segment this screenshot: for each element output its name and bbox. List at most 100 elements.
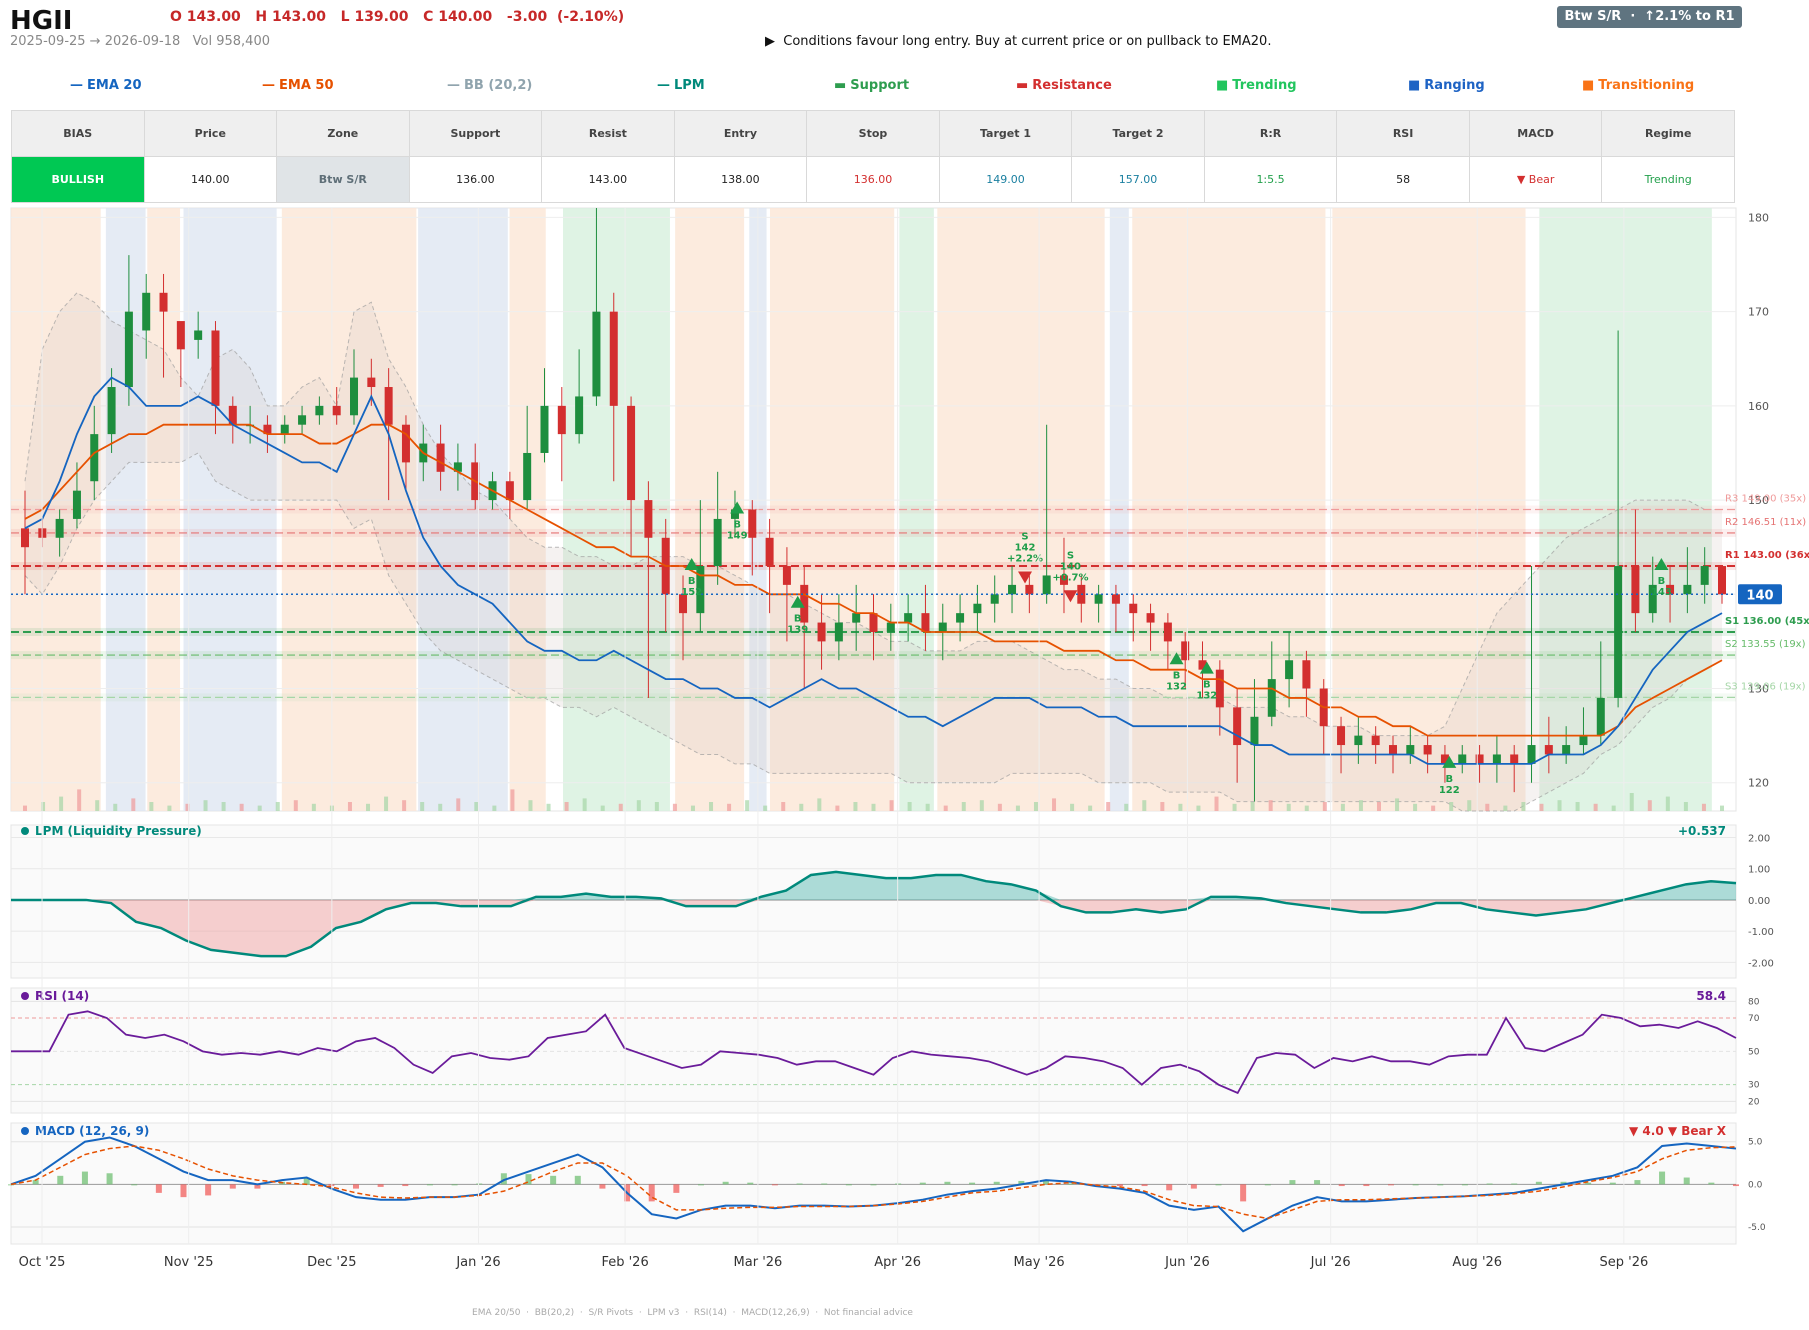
- lpm-tick-label: 0.00: [1748, 896, 1770, 907]
- x-tick-label: Apr '26: [874, 1255, 921, 1270]
- macd-histogram-bar: [673, 1184, 680, 1193]
- volume-bar: [239, 803, 244, 811]
- macd-histogram-bar: [1683, 1177, 1690, 1185]
- candle-body: [1527, 745, 1536, 764]
- volume-bar: [492, 805, 497, 811]
- stat-header-support: Support: [408, 110, 543, 157]
- volume-bar: [1431, 805, 1436, 811]
- volume-bar: [420, 802, 425, 811]
- macd-histogram-bar: [32, 1180, 39, 1185]
- transitioning-square-icon: ■: [1582, 78, 1595, 93]
- macd-histogram-bar: [771, 1184, 778, 1186]
- volume-bar: [907, 802, 912, 811]
- candle-body: [1337, 726, 1346, 746]
- volume-bar: [1124, 803, 1129, 811]
- signal-price: 143: [1651, 587, 1672, 598]
- volume-bar: [1268, 800, 1273, 811]
- candle-body: [505, 481, 514, 501]
- macd-histogram-bar: [550, 1175, 557, 1185]
- volume-bar: [600, 805, 605, 811]
- macd-histogram-bar: [1535, 1181, 1542, 1185]
- candle-body: [627, 405, 636, 501]
- candle-body: [55, 518, 64, 538]
- volume-bar: [979, 800, 984, 811]
- candle-body: [1285, 660, 1294, 680]
- volume-bar: [871, 803, 876, 811]
- trending-square-icon: ■: [1216, 78, 1229, 93]
- macd-histogram-bar: [1363, 1184, 1370, 1187]
- candle-body: [679, 594, 688, 614]
- volume-bar: [817, 798, 822, 811]
- candle-body: [1562, 745, 1571, 755]
- candle-body: [1302, 660, 1311, 689]
- buy-arrow-icon: [790, 595, 805, 608]
- macd-histogram-bar: [1240, 1184, 1247, 1202]
- rsi-dot-icon: [21, 992, 29, 1000]
- volume-bar: [1070, 803, 1075, 811]
- price-tick-label: 180: [1748, 211, 1769, 224]
- volume-bar: [997, 803, 1002, 811]
- x-tick-label: Nov '25: [164, 1255, 214, 1270]
- volume-bar: [1395, 798, 1400, 811]
- candle-body: [194, 330, 203, 340]
- x-tick-label: Dec '25: [307, 1255, 356, 1270]
- signal-price: 132: [1166, 681, 1187, 692]
- price-tick-label: 170: [1748, 306, 1769, 319]
- macd-histogram-bar: [993, 1181, 1000, 1185]
- stat-value-rsi: 58: [1336, 156, 1470, 203]
- volume-bar: [1358, 800, 1363, 811]
- ranging-square-icon: ■: [1408, 78, 1421, 93]
- stat-header-bias: BIAS: [11, 110, 145, 157]
- candle-body: [1544, 745, 1553, 755]
- macd-histogram-bar: [1388, 1184, 1394, 1186]
- x-tick-label: Sep '26: [1600, 1255, 1649, 1270]
- macd-histogram-bar: [8, 1184, 14, 1186]
- candle-body: [730, 509, 739, 519]
- macd-dot-icon: [21, 1127, 29, 1135]
- volume-bar: [1142, 800, 1147, 811]
- macd-tick-label: -5.0: [1748, 1223, 1766, 1233]
- volume-bar: [113, 803, 118, 811]
- candle-body: [575, 396, 584, 435]
- candle-body: [332, 405, 341, 416]
- volume-bar: [203, 800, 208, 811]
- macd-histogram-bar: [870, 1184, 877, 1186]
- stat-value-price: 140.00: [143, 156, 278, 203]
- bb-line-icon: —: [447, 78, 460, 93]
- volume-bar: [690, 805, 695, 811]
- macd-histogram-bar: [796, 1183, 803, 1185]
- volume-bar: [1052, 798, 1057, 811]
- macd-histogram-bar: [205, 1184, 212, 1196]
- candle-body: [350, 377, 359, 416]
- macd-histogram-bar: [1733, 1184, 1739, 1187]
- macd-histogram-bar: [525, 1174, 532, 1185]
- volume-bar: [1485, 803, 1490, 811]
- stat-value-resist: 143.00: [541, 156, 675, 203]
- volume-bar: [474, 802, 479, 811]
- trade-advice: ▶ Conditions favour long entry. Buy at c…: [765, 34, 1272, 49]
- candle-body: [696, 566, 705, 614]
- volume-bar: [925, 803, 930, 811]
- volume-bar: [311, 803, 316, 811]
- x-tick-label: Jun '26: [1164, 1255, 1210, 1270]
- candle-body: [1440, 754, 1449, 764]
- macd-histogram-bar: [1067, 1183, 1074, 1185]
- volume-bar: [185, 803, 190, 811]
- macd-histogram-bar: [1461, 1184, 1468, 1186]
- stat-value-entry: 138.00: [673, 156, 808, 203]
- candle-body: [523, 452, 532, 501]
- volume-bar: [275, 802, 280, 811]
- macd-histogram-bar: [821, 1183, 828, 1185]
- macd-histogram-bar: [919, 1182, 926, 1185]
- candle-body: [1406, 745, 1415, 755]
- signal-price: 139: [787, 625, 808, 636]
- macd-histogram-bar: [451, 1184, 458, 1186]
- legend-bb: — BB (20,2): [447, 78, 533, 93]
- macd-histogram-bar: [500, 1173, 507, 1185]
- price-tick-label: 160: [1748, 400, 1769, 413]
- macd-histogram-bar: [106, 1173, 113, 1185]
- volume-bar: [23, 805, 27, 811]
- volume-bar: [727, 803, 732, 811]
- level-label: S2 133.55 (19x): [1725, 639, 1806, 650]
- level-label: R3 149.00 (35x): [1725, 494, 1806, 505]
